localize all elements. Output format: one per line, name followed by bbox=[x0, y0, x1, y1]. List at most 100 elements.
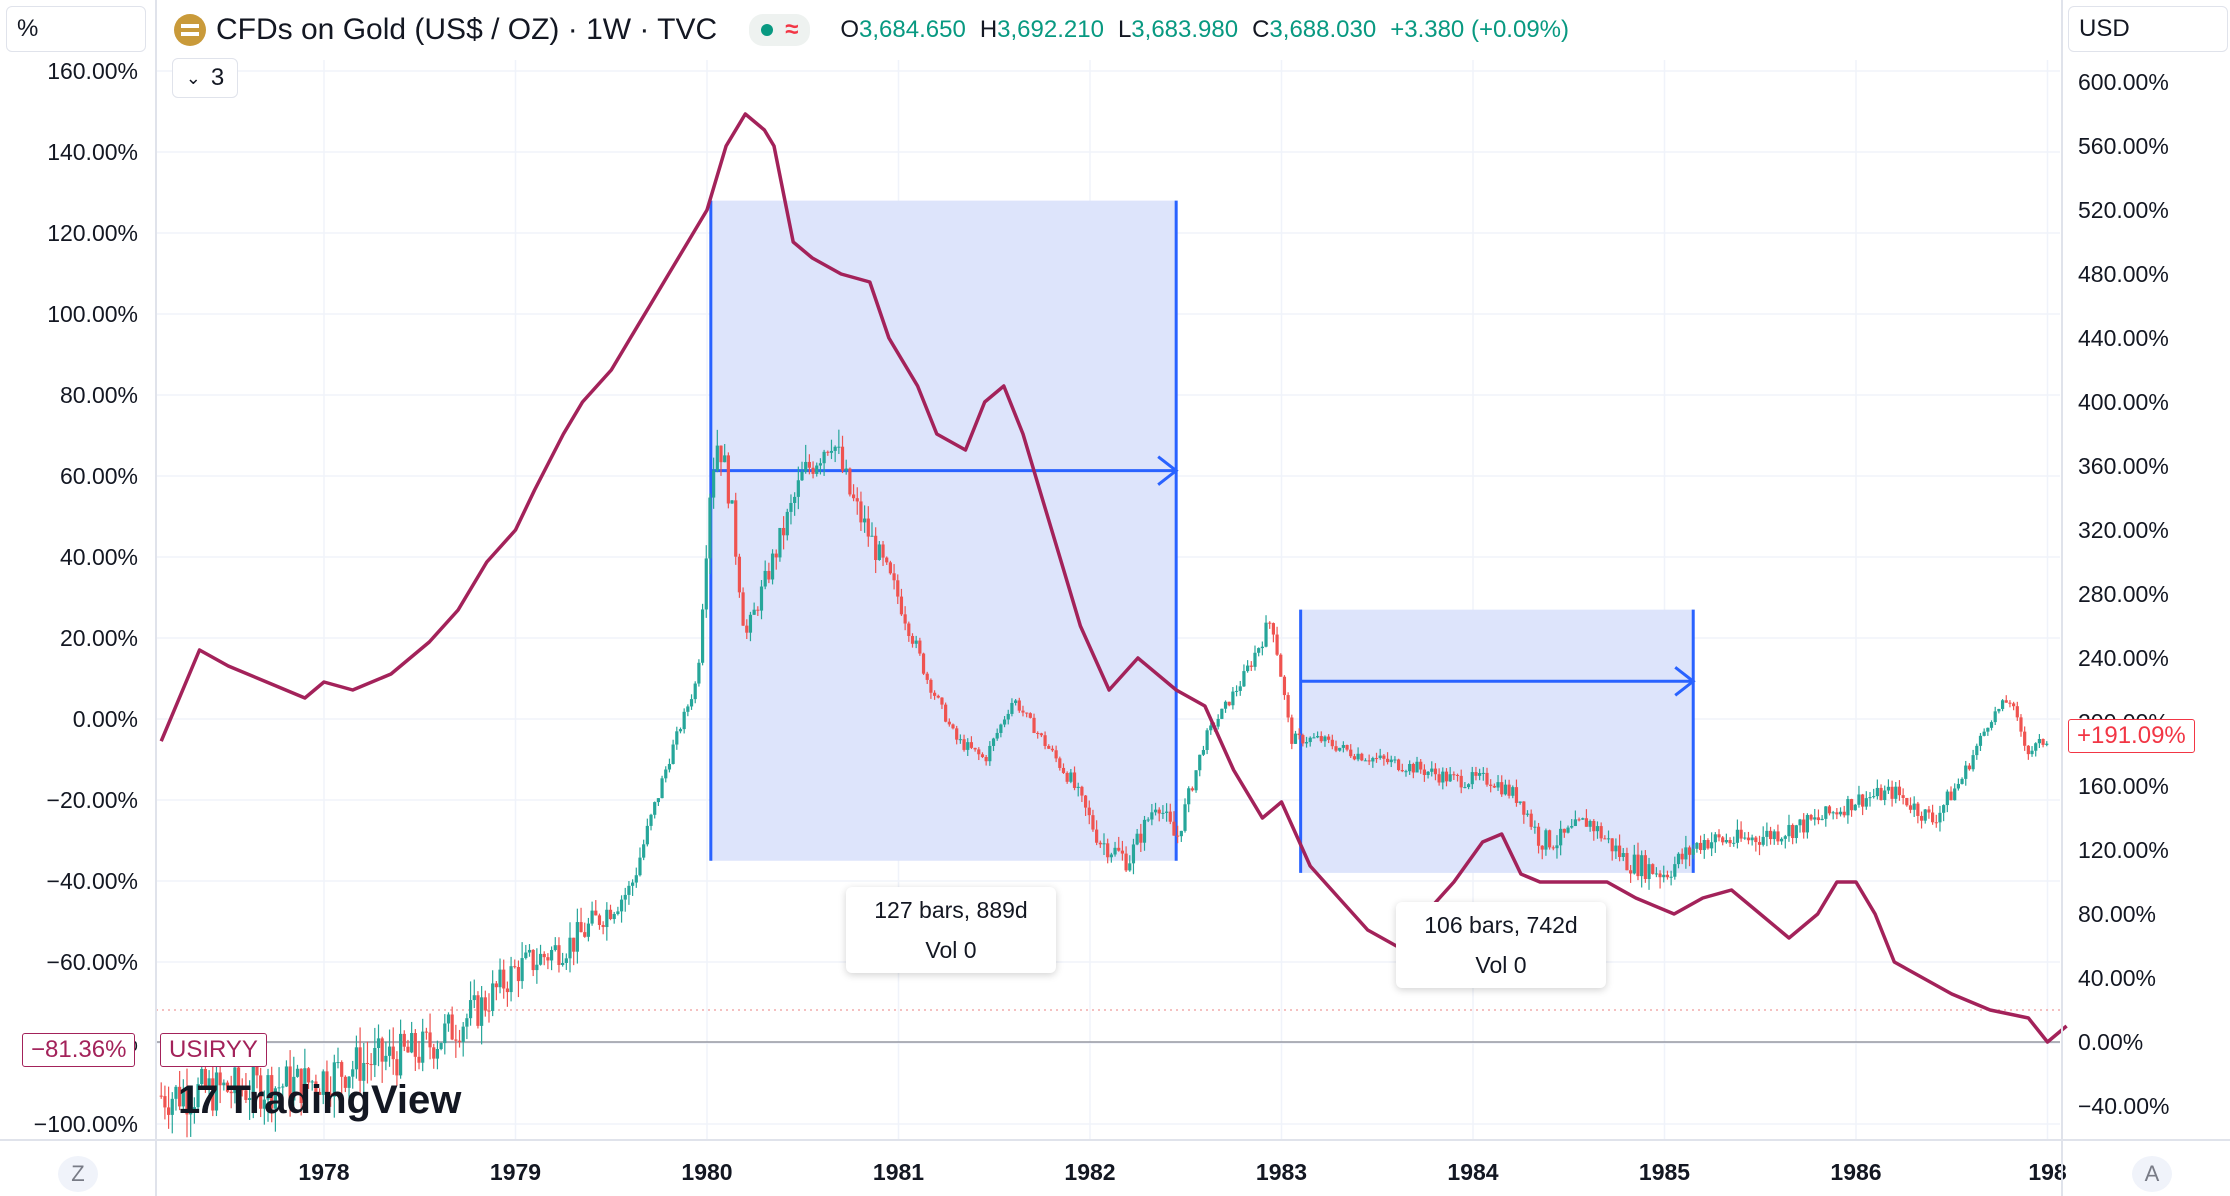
candle-body bbox=[1172, 821, 1176, 836]
candle-body bbox=[594, 910, 598, 916]
candle-body bbox=[1584, 818, 1589, 827]
candle-body bbox=[605, 909, 609, 928]
currency-button[interactable]: USD bbox=[2068, 6, 2228, 52]
left-axis-tick-label: −100.00% bbox=[34, 1111, 138, 1137]
candle-body bbox=[214, 1072, 219, 1111]
candle-body bbox=[1625, 853, 1629, 871]
candle-body bbox=[343, 1076, 347, 1088]
candle-body bbox=[222, 1082, 226, 1086]
candle-body bbox=[1430, 768, 1434, 772]
candle-body bbox=[520, 958, 524, 982]
candle-body bbox=[1238, 686, 1242, 691]
candle-body bbox=[1113, 847, 1117, 855]
candle-body bbox=[1923, 809, 1927, 821]
candle-body bbox=[1478, 773, 1482, 776]
candle-body bbox=[686, 706, 690, 712]
candle-body bbox=[807, 461, 811, 468]
time-axis-tick-label: 1985 bbox=[1639, 1159, 1690, 1185]
candle-body bbox=[675, 731, 679, 745]
candle-body bbox=[170, 1098, 174, 1115]
approx-icon: ≈ bbox=[785, 16, 799, 43]
candle-body bbox=[947, 721, 951, 725]
candle-body bbox=[1036, 732, 1040, 734]
candle-body bbox=[1879, 787, 1883, 801]
candle-body bbox=[369, 1063, 373, 1066]
gold-logo-icon bbox=[174, 14, 206, 46]
candle-body bbox=[708, 497, 712, 559]
candle-body bbox=[962, 739, 966, 750]
candle-body bbox=[494, 983, 498, 988]
candle-body bbox=[192, 1107, 196, 1111]
candle-body bbox=[1319, 736, 1323, 742]
right-price-tag: +191.09% bbox=[2068, 719, 2195, 753]
candle-body bbox=[1165, 811, 1169, 813]
candle-body bbox=[1846, 799, 1850, 816]
candle-body bbox=[516, 967, 521, 982]
candle-body bbox=[763, 570, 767, 587]
candle-body bbox=[1047, 745, 1051, 749]
candle-body bbox=[2026, 745, 2030, 755]
time-axis-tick-label: 1980 bbox=[681, 1159, 732, 1185]
candle-body bbox=[1268, 622, 1272, 624]
right-axis-tick-label: 160.00% bbox=[2078, 773, 2169, 799]
candle-body bbox=[1514, 787, 1519, 803]
auto-scale-button[interactable]: A bbox=[2132, 1156, 2172, 1192]
candle-body bbox=[1919, 815, 1924, 821]
scale-button[interactable]: % bbox=[6, 6, 146, 52]
ohlc-low-value: 3,683.980 bbox=[1131, 16, 1239, 43]
candle-body bbox=[881, 544, 885, 558]
candle-body bbox=[402, 1033, 406, 1047]
candle-body bbox=[1279, 654, 1283, 677]
candle-body bbox=[1338, 747, 1342, 751]
measure-1-info: 127 bars, 889d Vol 0 bbox=[846, 887, 1056, 973]
candle-body bbox=[1931, 812, 1935, 823]
candle-body bbox=[1662, 874, 1666, 878]
candle-body bbox=[774, 553, 778, 558]
candle-body bbox=[262, 1099, 266, 1109]
symbol-title[interactable]: CFDs on Gold (US$ / OZ) · 1W · TVC bbox=[216, 13, 718, 46]
candle-body bbox=[863, 518, 867, 523]
candle-body bbox=[1308, 737, 1312, 743]
candle-body bbox=[1831, 812, 1835, 814]
candle-body bbox=[1636, 854, 1640, 877]
candle-body bbox=[719, 445, 723, 463]
candle-body bbox=[468, 1000, 473, 1019]
candle-body bbox=[1198, 754, 1202, 771]
candle-body bbox=[1227, 701, 1231, 706]
candle-body bbox=[218, 1072, 222, 1086]
left-price-tag: −81.36% bbox=[22, 1033, 136, 1067]
candle-body bbox=[833, 446, 837, 451]
candle-body bbox=[255, 1065, 259, 1076]
candle-body bbox=[410, 1033, 414, 1053]
candle-body bbox=[1857, 794, 1861, 805]
candle-body bbox=[1654, 873, 1658, 875]
candle-body bbox=[1422, 769, 1426, 775]
tradingview-watermark: 17 TradingView bbox=[178, 1078, 461, 1123]
candle-body bbox=[921, 653, 926, 674]
candle-body bbox=[723, 455, 727, 463]
candle-body bbox=[1676, 853, 1681, 865]
candle-body bbox=[649, 814, 653, 826]
candle-body bbox=[553, 945, 557, 950]
candle-body bbox=[259, 1075, 263, 1109]
candle-body bbox=[1455, 774, 1460, 776]
candle-body bbox=[1153, 809, 1158, 813]
candle-body bbox=[166, 1107, 171, 1115]
candle-body bbox=[159, 1095, 163, 1097]
candle-body bbox=[1102, 843, 1106, 845]
candle-body bbox=[2012, 703, 2016, 707]
candle-body bbox=[855, 498, 859, 502]
candle-body bbox=[1400, 770, 1404, 772]
candle-body bbox=[535, 964, 539, 971]
candle-body bbox=[1592, 820, 1596, 832]
candle-body bbox=[432, 1047, 436, 1059]
candle-body bbox=[885, 557, 889, 563]
candle-body bbox=[1728, 839, 1732, 844]
candle-body bbox=[207, 1078, 211, 1090]
candle-body bbox=[597, 915, 602, 925]
candle-body bbox=[1908, 805, 1913, 810]
zoom-reset-button[interactable]: Z bbox=[58, 1156, 98, 1192]
indicators-toggle-button[interactable]: ⌄ 3 bbox=[172, 58, 238, 98]
market-status-badge[interactable]: ≈ bbox=[749, 14, 811, 46]
